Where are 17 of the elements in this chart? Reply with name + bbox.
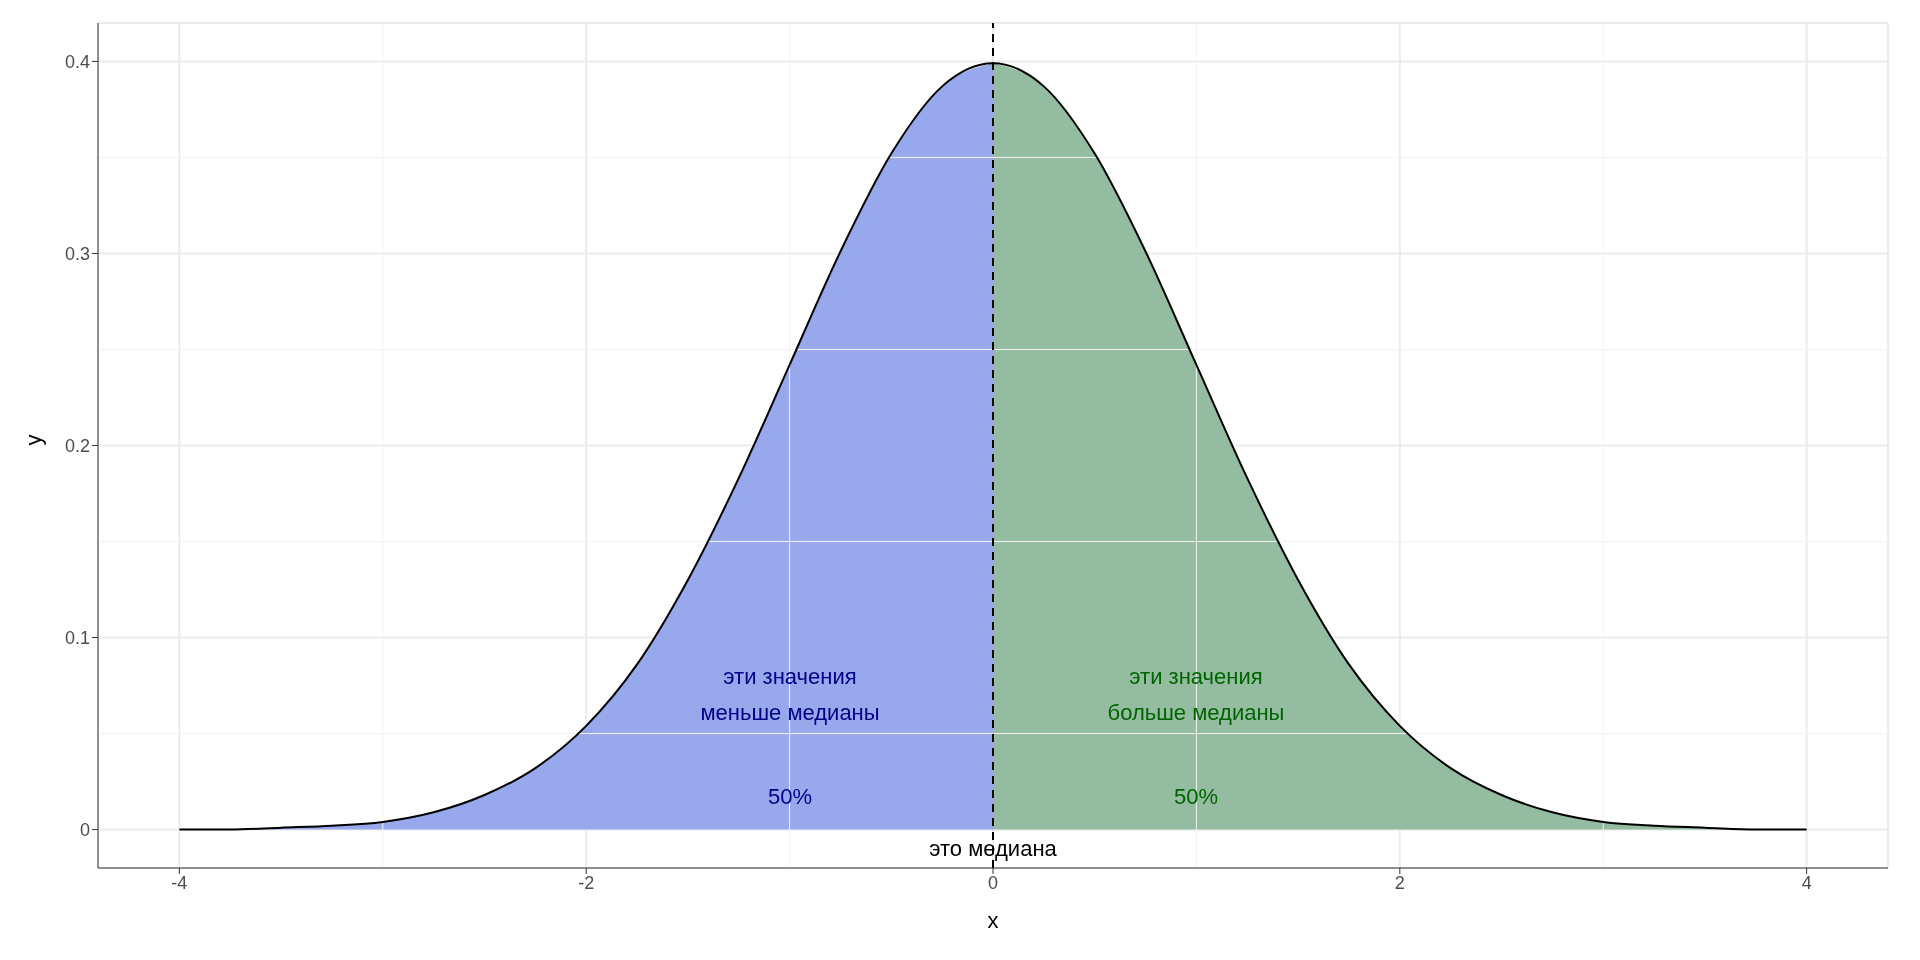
- x-tick-label: 2: [1394, 872, 1405, 893]
- x-tick-label: -2: [578, 872, 595, 893]
- annotation: 50%: [1173, 783, 1219, 811]
- annotation: эти значения меньше медианы: [700, 663, 880, 727]
- x-tick-label: 0: [987, 872, 999, 893]
- y-tick-label: 0.1: [64, 627, 90, 648]
- y-tick-label: 0.3: [64, 243, 90, 264]
- annotation: эти значения больше медианы: [1107, 663, 1285, 727]
- ref-line-label: это медиана: [929, 836, 1058, 861]
- annotation: 50%: [767, 783, 813, 811]
- x-axis-title: x: [987, 908, 999, 933]
- y-tick-label: 0.4: [64, 51, 90, 72]
- y-tick-label: 0.2: [64, 435, 90, 456]
- x-tick-label: 4: [1801, 872, 1812, 893]
- x-tick-label: -4: [171, 872, 188, 893]
- y-axis-title: y: [20, 434, 46, 446]
- y-tick-label: 0: [79, 819, 90, 840]
